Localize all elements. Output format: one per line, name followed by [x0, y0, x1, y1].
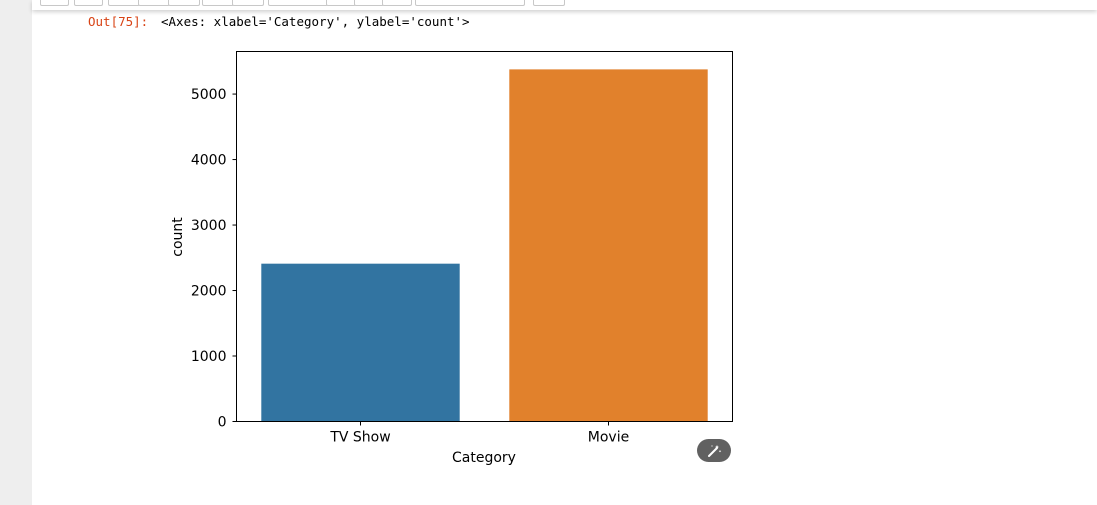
- output-prompt: Out[75]:: [88, 14, 149, 29]
- y-tick-label: 1000: [191, 349, 227, 365]
- left-gutter: [0, 0, 32, 505]
- output-text: <Axes: xlabel='Category', ylabel='count'…: [161, 14, 470, 29]
- y-tick-label: 3000: [191, 218, 227, 234]
- toolbar-button[interactable]: [533, 0, 565, 6]
- x-tick-label: TV Show: [329, 430, 390, 446]
- y-tick-label: 5000: [191, 87, 227, 103]
- toolbar-button[interactable]: [326, 0, 356, 6]
- y-tick-label: 2000: [191, 284, 227, 300]
- toolbar-button[interactable]: [354, 0, 384, 6]
- notebook-toolbar: [32, 0, 1097, 10]
- toolbar-button[interactable]: [74, 0, 103, 6]
- toolbar-button[interactable]: [108, 0, 140, 6]
- toolbar-button[interactable]: [202, 0, 234, 6]
- bar-movie: [509, 69, 708, 422]
- toolbar-button[interactable]: [40, 0, 69, 6]
- bar-tv-show: [261, 263, 460, 422]
- magic-wand-button[interactable]: [697, 439, 731, 462]
- axes-frame: [236, 51, 733, 422]
- x-tick-label: Movie: [588, 430, 629, 446]
- y-tick-label: 0: [218, 415, 227, 431]
- magic-wand-icon: [708, 444, 722, 457]
- toolbar-button[interactable]: [168, 0, 200, 6]
- toolbar-button[interactable]: [232, 0, 264, 6]
- cell-type-select[interactable]: [415, 0, 525, 6]
- y-axis-label: count: [170, 217, 186, 257]
- x-axis-label: Category: [452, 450, 516, 466]
- toolbar-button[interactable]: [138, 0, 170, 6]
- toolbar-button[interactable]: [268, 0, 328, 6]
- y-tick-label: 4000: [191, 153, 227, 169]
- toolbar-button[interactable]: [382, 0, 412, 6]
